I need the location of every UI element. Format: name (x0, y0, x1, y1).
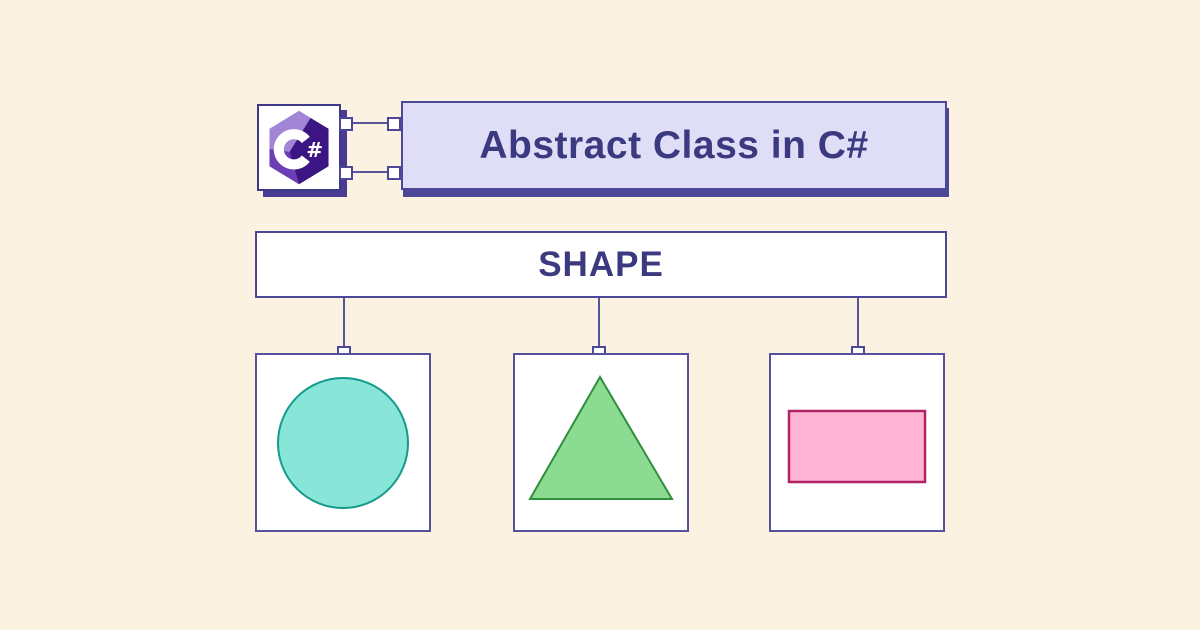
csharp-logo-box: # (257, 104, 341, 191)
page-title: Abstract Class in C# (479, 123, 869, 167)
child-box-rectangle (769, 353, 945, 532)
child-box-circle (255, 353, 431, 532)
logo-letter-c-arc (273, 129, 310, 170)
connector-node (387, 117, 401, 131)
csharp-logo-icon: # (269, 110, 329, 185)
rectangle-glyph (787, 409, 927, 484)
circle-shape (277, 377, 409, 509)
parent-child-link (343, 298, 345, 348)
connector-node (387, 166, 401, 180)
connector-node (339, 166, 353, 180)
shape-class-label: SHAPE (538, 244, 664, 284)
logo-title-link-top (351, 122, 391, 124)
parent-child-link (857, 298, 859, 348)
parent-child-link (598, 298, 600, 348)
connector-node (339, 117, 353, 131)
logo-title-link-bottom (351, 171, 391, 173)
shape-class-box: SHAPE (255, 231, 947, 298)
logo-sharp-glyph: # (306, 138, 323, 162)
circle-glyph (277, 377, 409, 509)
triangle-shape (528, 375, 674, 500)
title-banner: Abstract Class in C# (401, 101, 947, 190)
rectangle-shape (787, 409, 927, 484)
child-box-triangle (513, 353, 689, 532)
triangle-glyph (528, 375, 674, 500)
